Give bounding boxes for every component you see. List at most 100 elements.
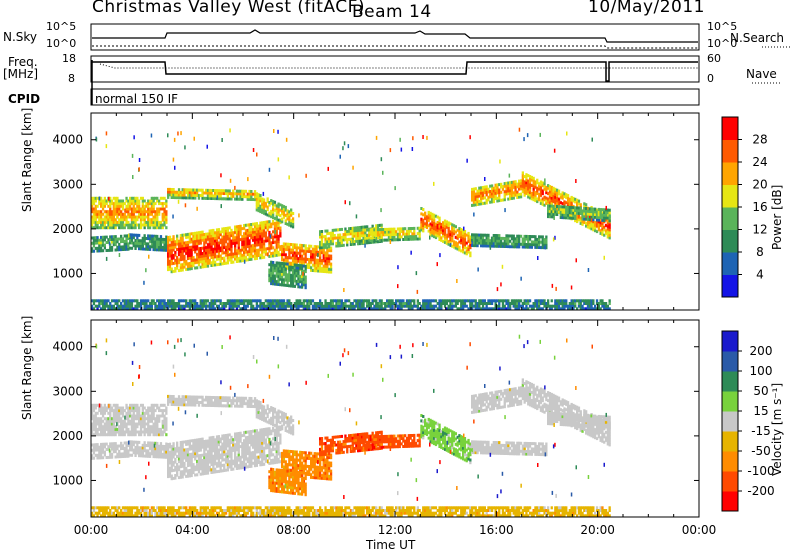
echo-cell (96, 204, 99, 208)
echo-cell (170, 246, 173, 250)
scatter-cell (496, 287, 499, 292)
echo-cell (109, 411, 112, 415)
echo-cell (103, 453, 106, 457)
scatter-cell (449, 242, 452, 247)
echo-cell (223, 243, 226, 247)
echo-cell (344, 302, 347, 305)
echo-cell (132, 241, 135, 245)
echo-cell (156, 207, 159, 211)
echo-cell (304, 286, 307, 290)
echo-cell (206, 235, 210, 239)
echo-cell (130, 223, 134, 227)
echo-cell (176, 266, 179, 270)
echo-cell (174, 253, 177, 257)
echo-cell (190, 267, 193, 271)
echo-cell (217, 241, 220, 245)
echo-cell (203, 251, 206, 255)
echo-cell (206, 259, 210, 263)
echo-cell (228, 242, 231, 246)
echo-cell (188, 262, 191, 265)
echo-cell (107, 215, 110, 219)
echo-cell (340, 227, 343, 231)
echo-cell (103, 220, 106, 224)
echo-cell (159, 202, 163, 206)
echo-cell (221, 235, 224, 239)
echo-cell (110, 210, 114, 214)
scatter-cell (555, 286, 557, 291)
echo-cell (165, 246, 168, 250)
echo-cell (163, 223, 166, 227)
scatter-cell (172, 214, 174, 219)
scatter-cell (342, 146, 344, 151)
echo-cell (105, 235, 108, 239)
echo-cell (295, 243, 298, 247)
echo-cell (123, 239, 126, 243)
echo-cell (239, 230, 242, 233)
echo-cell (103, 202, 106, 206)
echo-cell (270, 225, 273, 229)
echo-cell (190, 240, 193, 244)
echo-cell (566, 194, 570, 198)
echo-cell (94, 212, 97, 216)
echo-cell (243, 224, 246, 228)
echo-cell (237, 243, 240, 247)
scatter-cell (105, 256, 108, 261)
echo-cell (152, 202, 155, 206)
echo-cell (110, 212, 114, 216)
echo-cell (608, 211, 611, 215)
echo-cell (165, 425, 168, 429)
echo-cell (197, 260, 201, 264)
echo-cell (114, 450, 117, 454)
echo-cell (197, 233, 201, 237)
echo-cell (235, 236, 239, 239)
echo-cell (239, 195, 242, 198)
echo-cell (230, 247, 233, 251)
echo-cell (143, 433, 146, 437)
nsky-line (92, 29, 698, 43)
echo-cell (141, 403, 144, 407)
echo-cell (232, 241, 235, 245)
echo-cell (243, 192, 246, 196)
echo-cell (147, 422, 150, 426)
echo-cell (116, 302, 119, 305)
echo-cell (541, 192, 544, 196)
echo-cell (127, 242, 130, 246)
echo-cell (253, 198, 257, 202)
echo-cell (120, 212, 123, 216)
echo-cell (241, 195, 244, 199)
echo-cell (197, 247, 201, 251)
scatter-cell (288, 175, 290, 180)
echo-cell (196, 188, 199, 192)
echo-cell (103, 218, 106, 222)
echo-cell (176, 261, 179, 265)
echo-cell (498, 302, 501, 305)
echo-cell (168, 243, 172, 247)
echo-cell (145, 202, 148, 206)
echo-cell (158, 220, 161, 224)
echo-cell (214, 263, 217, 267)
echo-cell (185, 233, 188, 237)
echo-cell (223, 229, 226, 233)
echo-cell (96, 236, 99, 240)
echo-cell (199, 230, 202, 234)
echo-cell (206, 245, 210, 249)
echo-cell (143, 220, 146, 224)
echo-cell (154, 196, 157, 200)
echo-cell (366, 236, 369, 240)
echo-cell (143, 199, 146, 203)
echo-cell (393, 235, 396, 239)
echo-cell (100, 235, 103, 239)
echo-cell (163, 246, 166, 250)
echo-cell (219, 197, 222, 201)
echo-cell (109, 202, 112, 206)
scatter-cell (380, 157, 383, 162)
echo-cell (206, 237, 210, 241)
echo-cell (179, 258, 182, 262)
echo-cell (579, 203, 582, 207)
scatter-cell (227, 250, 230, 254)
echo-cell (101, 414, 105, 418)
station-title: Christmas Valley West (fitACF) (92, 0, 366, 17)
echo-cell (125, 234, 128, 238)
echo-cell (181, 233, 184, 237)
echo-cell (608, 219, 611, 223)
